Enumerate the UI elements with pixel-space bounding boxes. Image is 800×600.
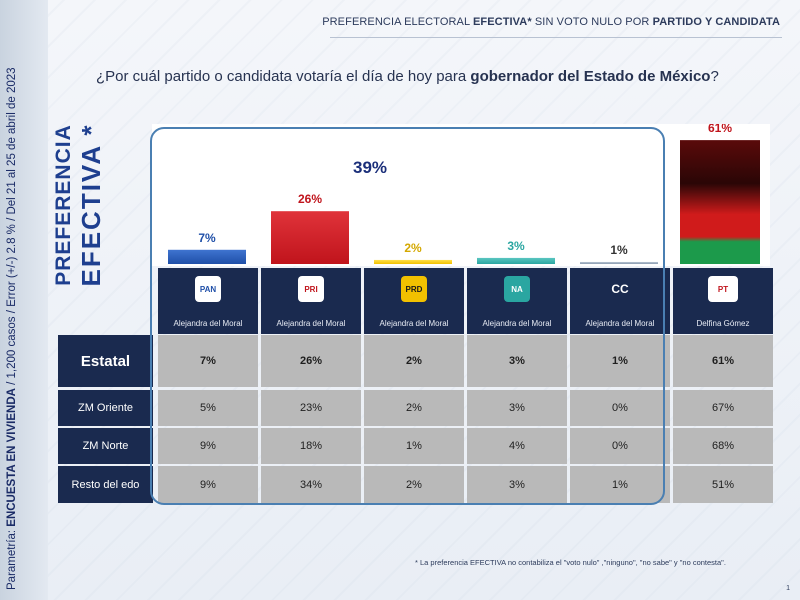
row-label: ZM Norte [58, 428, 153, 464]
table-cell: 18% [261, 428, 361, 464]
bar-chart-svg: 7% 26% 2% 3% 1% 61% [168, 124, 760, 264]
candidate-name: Alejandra del Moral [173, 319, 243, 328]
table-row: ZM Norte 9% 18% 1% 4% 0% 68% [58, 428, 773, 464]
party-header-row: PAN Alejandra del Moral PRI Alejandra del M… [155, 268, 773, 334]
party-header-cell: PT Delfina Gómez [673, 268, 773, 334]
survey-question: ¿Por cuál partido o candidata votaría el… [96, 68, 719, 85]
candidate-name: Alejandra del Moral [482, 319, 552, 328]
table-cell: 4% [467, 428, 567, 464]
footnote: * La preferencia EFECTIVA no contabiliza… [415, 558, 726, 567]
candidate-name: Alejandra del Moral [585, 319, 655, 328]
table-cell: 3% [467, 390, 567, 426]
party-header-cell: PRD Alejandra del Moral [364, 268, 464, 334]
table-cell: 51% [673, 466, 773, 503]
party-header-cell: PAN Alejandra del Moral [158, 268, 258, 334]
party-header-cell: PRI Alejandra del Moral [261, 268, 361, 334]
bar-nueva-alianza [477, 257, 555, 264]
pt-morena-logo-icon: PT [708, 276, 738, 302]
table-cell: 3% [467, 335, 567, 387]
bar-pri [271, 211, 349, 264]
table-row: Resto del edo 9% 34% 2% 3% 1% 51% [58, 466, 773, 503]
table-cell: 68% [673, 428, 773, 464]
bar-cc [580, 261, 658, 264]
candidate-name: Delfina Gómez [696, 319, 750, 328]
bar-prd [374, 259, 452, 264]
bar-pt-morena [680, 140, 760, 264]
table-cell: 2% [364, 390, 464, 426]
table-cell: 2% [364, 466, 464, 503]
row-label: Estatal [58, 335, 153, 387]
bar-value-label: 1% [610, 243, 628, 257]
nueva-alianza-logo-icon: NA [504, 276, 530, 302]
bar-pan [168, 249, 246, 264]
pri-logo-icon: PRI [298, 276, 324, 302]
table-cell: 67% [673, 390, 773, 426]
party-header-cell: NA Alejandra del Moral [467, 268, 567, 334]
table-cell: 7% [158, 335, 258, 387]
candidate-name: Alejandra del Moral [276, 319, 346, 328]
table-cell: 2% [364, 335, 464, 387]
bar-value-label: 3% [507, 239, 525, 253]
table-cell: 9% [158, 428, 258, 464]
left-strip [0, 0, 48, 600]
table-cell: 1% [570, 335, 670, 387]
table-cell: 1% [364, 428, 464, 464]
candidate-name: Alejandra del Moral [379, 319, 449, 328]
table-cell: 0% [570, 428, 670, 464]
header-divider [330, 37, 782, 38]
cc-text-icon: CC [611, 282, 629, 296]
survey-methodology-note: Parametría: ENCUESTA EN VIVIENDA / 1,200… [6, 67, 18, 590]
table-cell: 26% [261, 335, 361, 387]
bar-value-label: 2% [404, 241, 422, 255]
row-label: Resto del edo [58, 466, 153, 503]
pan-logo-icon: PAN [195, 276, 221, 302]
table-cell: 61% [673, 335, 773, 387]
table-cell: 23% [261, 390, 361, 426]
table-cell: 34% [261, 466, 361, 503]
table-cell: 9% [158, 466, 258, 503]
bar-value-label: 7% [198, 231, 216, 245]
bar-value-label: 61% [708, 124, 732, 135]
table-cell: 1% [570, 466, 670, 503]
party-header-cell: CC Alejandra del Moral [570, 268, 670, 334]
table-row: Estatal 7% 26% 2% 3% 1% 61% [58, 335, 773, 387]
bar-chart: 7% 26% 2% 3% 1% 61% [152, 124, 770, 266]
table-row: ZM Oriente 5% 23% 2% 3% 0% 67% [58, 390, 773, 426]
table-cell: 5% [158, 390, 258, 426]
table-cell: 3% [467, 466, 567, 503]
preferencia-efectiva-label: PREFERENCIA EFECTIVA * [52, 123, 106, 287]
slide-header: PREFERENCIA ELECTORAL EFECTIVA* SIN VOTO… [322, 16, 780, 28]
bar-value-label: 26% [298, 192, 322, 206]
table-cell: 0% [570, 390, 670, 426]
page-number: 1 [786, 585, 790, 592]
coalition-total-label: 39% [352, 158, 388, 177]
row-label: ZM Oriente [58, 390, 153, 426]
prd-logo-icon: PRD [401, 276, 427, 302]
